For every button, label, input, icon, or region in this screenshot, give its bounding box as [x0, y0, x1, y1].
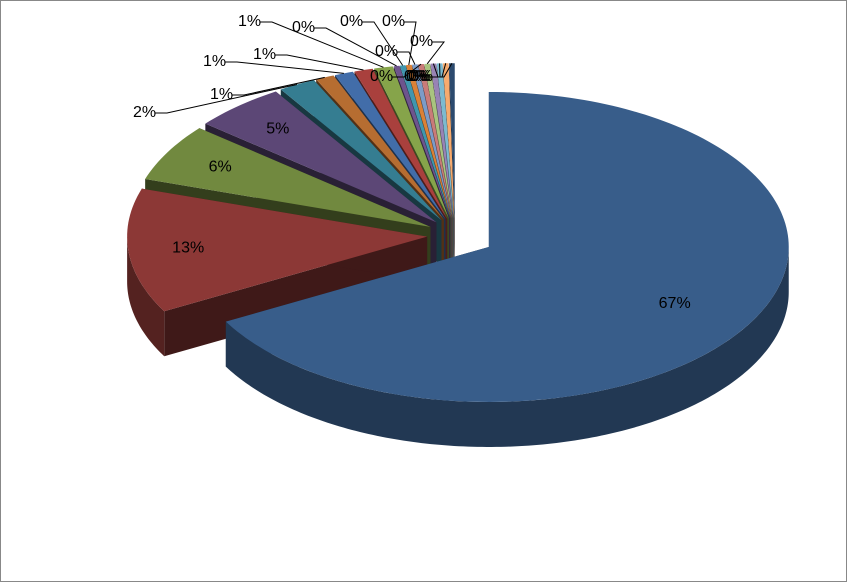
- slice: [405, 64, 452, 219]
- leader-line: [232, 76, 325, 96]
- slice: [354, 68, 448, 219]
- slice: [225, 91, 789, 402]
- slice: [280, 80, 442, 221]
- slice: [418, 63, 453, 219]
- leader-line: [155, 83, 298, 114]
- data-label: 67%: [659, 295, 691, 312]
- slice: [412, 64, 452, 219]
- leader-line: [392, 63, 422, 78]
- slice: [374, 66, 449, 219]
- leader-line: [432, 62, 453, 78]
- leader-line: [404, 21, 417, 65]
- slice: [205, 91, 437, 223]
- data-label: 0%: [340, 13, 363, 30]
- data-label: 2%: [133, 104, 156, 121]
- data-label: 5%: [266, 121, 289, 138]
- data-label: 0%: [292, 19, 315, 36]
- data-label: 1%: [210, 86, 233, 103]
- data-label: 0%: [410, 68, 433, 85]
- slice-wall: [225, 246, 789, 447]
- slice: [424, 63, 453, 219]
- slice-wall: [127, 236, 165, 357]
- data-label: 0%: [410, 33, 433, 50]
- leader-line: [362, 21, 404, 66]
- leader-line: [397, 51, 416, 65]
- data-label: 0%: [406, 68, 429, 85]
- leader-line: [260, 21, 384, 68]
- slice: [145, 128, 431, 227]
- data-label: 1%: [253, 46, 276, 63]
- data-label: 13%: [172, 239, 204, 256]
- slice: [127, 188, 428, 312]
- slice: [436, 63, 454, 219]
- slice: [442, 63, 455, 219]
- leader-line: [426, 41, 446, 65]
- data-label: 0%: [370, 68, 393, 85]
- slice: [393, 65, 451, 219]
- data-label: 0%: [382, 13, 405, 30]
- slice: [430, 63, 454, 219]
- leader-line: [225, 61, 344, 74]
- leader-line: [275, 54, 364, 71]
- data-label: 1%: [238, 13, 261, 30]
- leader-line: [314, 27, 397, 67]
- slice: [449, 63, 455, 219]
- slice: [399, 65, 451, 219]
- slice: [316, 75, 444, 220]
- slice: [335, 71, 446, 220]
- data-label: 6%: [209, 158, 232, 175]
- data-label: 0%: [408, 68, 431, 85]
- data-label: 0%: [375, 43, 398, 60]
- data-label: 0%: [404, 68, 427, 85]
- data-label: 1%: [203, 53, 226, 70]
